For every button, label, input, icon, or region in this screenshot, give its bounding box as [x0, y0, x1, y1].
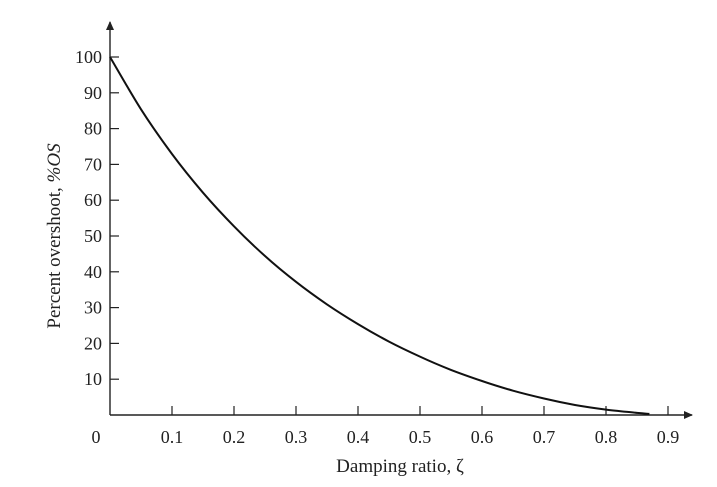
x-tick-label: 0.9	[657, 427, 680, 447]
y-axis-title: Percent overshoot, %OS	[44, 143, 65, 329]
overshoot-curve	[109, 56, 650, 415]
y-tick-label: 100	[75, 47, 102, 67]
x-tick-label: 0.7	[533, 427, 556, 447]
origin-label: 0	[92, 427, 101, 447]
x-tick-label: 0.3	[285, 427, 308, 447]
y-tick-label: 50	[84, 226, 102, 246]
x-axis-ticks: 0.1 0.2 0.3 0.4 0.5 0.6 0.7 0.8 0.9	[161, 406, 680, 447]
x-tick-label: 0.5	[409, 427, 432, 447]
x-tick-label: 0.1	[161, 427, 184, 447]
x-tick-label: 0.6	[471, 427, 494, 447]
y-tick-label: 80	[84, 119, 102, 139]
y-tick-label: 30	[84, 298, 102, 318]
x-tick-label: 0.8	[595, 427, 618, 447]
x-axis-title: Damping ratio, ζ	[336, 456, 464, 477]
y-axis-title-text: Percent overshoot,	[44, 182, 65, 328]
x-tick-label: 0.4	[347, 427, 370, 447]
y-axis-ticks: 10 20 30 40 50 60 70 80 90 100	[75, 47, 119, 389]
y-tick-label: 60	[84, 190, 102, 210]
x-tick-label: 0.2	[223, 427, 246, 447]
y-tick-label: 20	[84, 333, 102, 353]
y-tick-label: 10	[84, 369, 102, 389]
y-tick-label: 40	[84, 262, 102, 282]
y-tick-label: 70	[84, 154, 102, 174]
y-axis-title-symbol: %OS	[44, 143, 65, 183]
y-tick-label: 90	[84, 83, 102, 103]
